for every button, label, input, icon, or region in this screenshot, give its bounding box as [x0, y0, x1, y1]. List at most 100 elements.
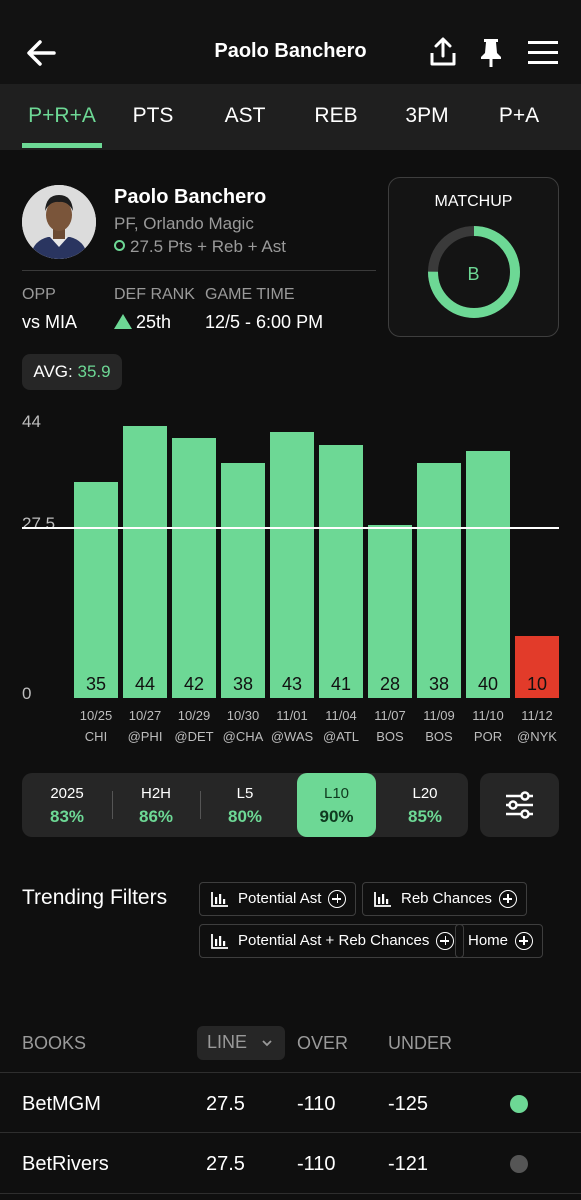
book-line: 27.5: [206, 1093, 245, 1115]
share-icon[interactable]: [427, 36, 459, 68]
add-circle-icon: [515, 932, 534, 950]
range-label: L10: [323, 785, 350, 802]
player-line-text: 27.5 Pts + Reb + Ast: [130, 237, 286, 256]
bar-value-label: 41: [330, 674, 352, 694]
chart-bar[interactable]: [417, 463, 461, 698]
chart-bar[interactable]: [319, 444, 363, 698]
divider: [112, 791, 113, 819]
tab-3pm[interactable]: 3PM: [405, 104, 449, 127]
x-date-label: 11/04: [325, 708, 357, 723]
chart-bar[interactable]: [172, 438, 216, 698]
menu-icon[interactable]: [526, 36, 560, 68]
bar-value-label: 38: [232, 674, 254, 694]
chip-potential-ast-reb-chances[interactable]: Potential Ast + Reb Chances: [199, 924, 465, 958]
books-header: BOOKS: [22, 1033, 87, 1053]
chip-reb-chances[interactable]: Reb Chances: [362, 882, 527, 916]
book-under[interactable]: -121: [388, 1153, 429, 1175]
top-bar: Paolo Banchero: [0, 0, 581, 84]
matchup-grade: B: [467, 264, 480, 284]
bar-chart-icon: [211, 934, 228, 949]
stat-tabs: P+R+A PTS AST REB 3PM P+A: [0, 84, 581, 150]
tab-pts[interactable]: PTS: [132, 104, 174, 127]
page-title: Paolo Banchero: [214, 40, 367, 62]
bar-value-label: 43: [281, 674, 303, 694]
chart-bar[interactable]: [515, 636, 559, 698]
range-l5[interactable]: L5 80%: [200, 773, 290, 837]
range-label: L5: [236, 785, 254, 802]
chip-label: Potential Ast: [238, 890, 322, 907]
x-date-label: 11/09: [423, 708, 455, 723]
chart-bar[interactable]: [466, 450, 510, 698]
chart-bar[interactable]: [221, 463, 265, 698]
range-l20[interactable]: L20 85%: [382, 773, 468, 837]
x-opponent-label: @WAS: [270, 729, 314, 744]
game-log-chart: 44 27.5 0 35 10/25 CHI 44 10/27 @PHI 42 10/29 @DET 3…: [0, 400, 581, 750]
book-name: BetRivers: [22, 1153, 109, 1175]
range-l10[interactable]: L10 90%: [297, 773, 376, 837]
table-row[interactable]: BetMGM 27.5 -110 -125: [0, 1072, 581, 1132]
add-circle-icon: [498, 890, 517, 908]
range-selector: 2025 83% H2H 86% L5 80% L10 90% L20 85%: [22, 773, 468, 837]
tab-pa[interactable]: P+A: [498, 104, 540, 127]
book-over[interactable]: -110: [297, 1093, 336, 1115]
matchup-card[interactable]: MATCHUP B: [388, 177, 559, 337]
under-header: UNDER: [388, 1033, 453, 1053]
chip-label: Home: [468, 932, 509, 949]
bar-value-label: 38: [428, 674, 450, 694]
player-name: Paolo Banchero: [114, 186, 267, 208]
book-line: 27.5: [206, 1153, 245, 1175]
tab-pra[interactable]: P+R+A: [28, 104, 96, 127]
line-status-icon: [114, 240, 125, 251]
chip-potential-ast[interactable]: Potential Ast: [199, 882, 357, 916]
bar-value-label: 44: [134, 674, 156, 694]
filter-settings-button[interactable]: [480, 773, 559, 837]
y-tick-label: 0: [22, 684, 32, 703]
chevron-down-icon: [262, 1040, 272, 1047]
chart-bar[interactable]: [270, 432, 314, 698]
player-position-team: PF, Orlando Magic: [114, 214, 254, 233]
x-date-label: 11/07: [374, 708, 406, 723]
x-opponent-label: @ATL: [322, 729, 360, 744]
x-opponent-label: BOS: [376, 729, 404, 744]
range-h2h[interactable]: H2H 86%: [112, 773, 200, 837]
bar-value-label: 42: [183, 674, 205, 694]
x-date-label: 10/27: [128, 708, 162, 723]
chip-home[interactable]: Home: [455, 924, 544, 958]
back-arrow-icon[interactable]: [24, 36, 58, 70]
x-date-label: 10/29: [177, 708, 211, 723]
sliders-icon: [506, 791, 533, 819]
matchup-label: MATCHUP: [434, 193, 513, 210]
x-opponent-label: @CHA: [222, 729, 264, 744]
y-tick-label: 27.5: [22, 514, 56, 533]
tab-reb[interactable]: REB: [314, 104, 358, 127]
x-date-label: 10/30: [226, 708, 260, 723]
table-row[interactable]: BetRivers 27.5 -110 -121: [0, 1132, 581, 1194]
book-over[interactable]: -110: [297, 1153, 336, 1175]
book-name: BetMGM: [22, 1093, 101, 1115]
average-badge: AVG: 35.9: [22, 354, 122, 390]
chart-bar[interactable]: [368, 524, 412, 698]
x-date-label: 11/12: [521, 708, 553, 723]
line-reference: [22, 527, 559, 529]
pin-icon[interactable]: [475, 36, 507, 68]
avg-value: 35.9: [77, 362, 111, 381]
player-photo-icon: [22, 185, 96, 259]
add-circle-icon: [436, 932, 455, 950]
book-under[interactable]: -125: [388, 1093, 429, 1115]
line-dropdown[interactable]: LINE: [197, 1026, 285, 1060]
chip-label: Potential Ast + Reb Chances: [238, 932, 430, 949]
range-pct: 80%: [227, 807, 263, 826]
range-pct: 86%: [138, 807, 174, 826]
trending-filters-title: Trending Filters: [22, 886, 168, 909]
range-2025[interactable]: 2025 83%: [22, 773, 112, 837]
active-tab-indicator: [22, 143, 102, 148]
x-opponent-label: CHI: [84, 729, 108, 744]
divider: [200, 791, 201, 819]
tab-ast[interactable]: AST: [224, 104, 266, 127]
chart-bar[interactable]: [74, 481, 118, 698]
avatar: [22, 185, 96, 259]
chart-bar[interactable]: [123, 426, 167, 698]
bar-value-label: 40: [477, 674, 499, 694]
up-triangle-icon: [114, 314, 132, 329]
x-opponent-label: @DET: [174, 729, 214, 744]
